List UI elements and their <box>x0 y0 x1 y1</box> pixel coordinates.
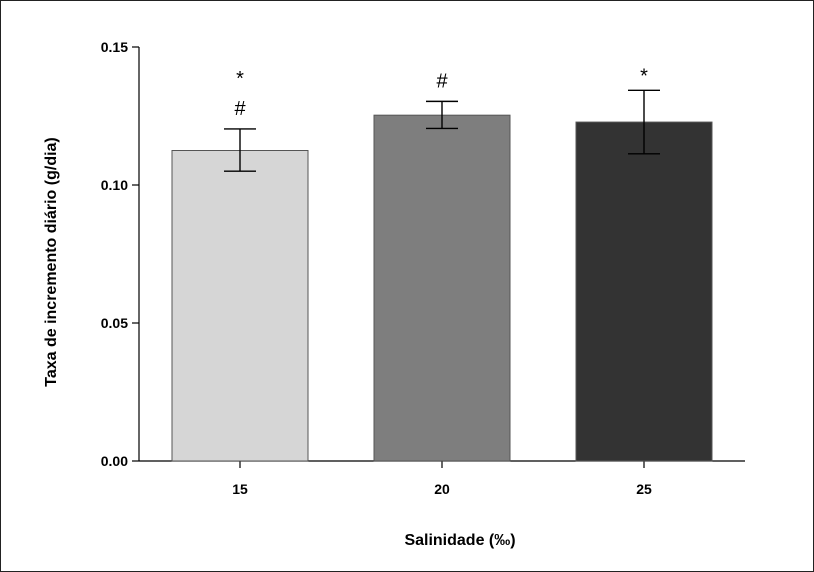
asterisk-annotation: * <box>640 65 648 87</box>
x-axis: 15 20 25 <box>139 460 745 497</box>
y-axis-title: Taxa de incremento diário (g/dia) <box>43 137 60 387</box>
y-tick-label: 0.05 <box>101 315 128 331</box>
x-tick-label: 25 <box>636 481 652 497</box>
y-tick-label: 0.00 <box>101 453 128 469</box>
asterisk-annotation: * <box>236 68 244 90</box>
y-tick-label: 0.10 <box>101 177 128 193</box>
x-axis-title: Salinidade (‰) <box>404 532 515 549</box>
annotations: # * # * <box>234 65 648 120</box>
hash-annotation: # <box>234 98 246 120</box>
bars <box>171 114 713 462</box>
bar <box>575 121 713 462</box>
bar <box>171 150 309 462</box>
hash-annotation: # <box>436 70 448 92</box>
x-tick-label: 20 <box>434 481 450 497</box>
error-bars <box>224 89 660 172</box>
y-tick-label: 0.15 <box>101 39 128 55</box>
y-axis: 0.00 0.05 0.10 0.15 <box>101 39 140 469</box>
x-tick-label: 15 <box>232 481 248 497</box>
bar <box>373 114 511 462</box>
